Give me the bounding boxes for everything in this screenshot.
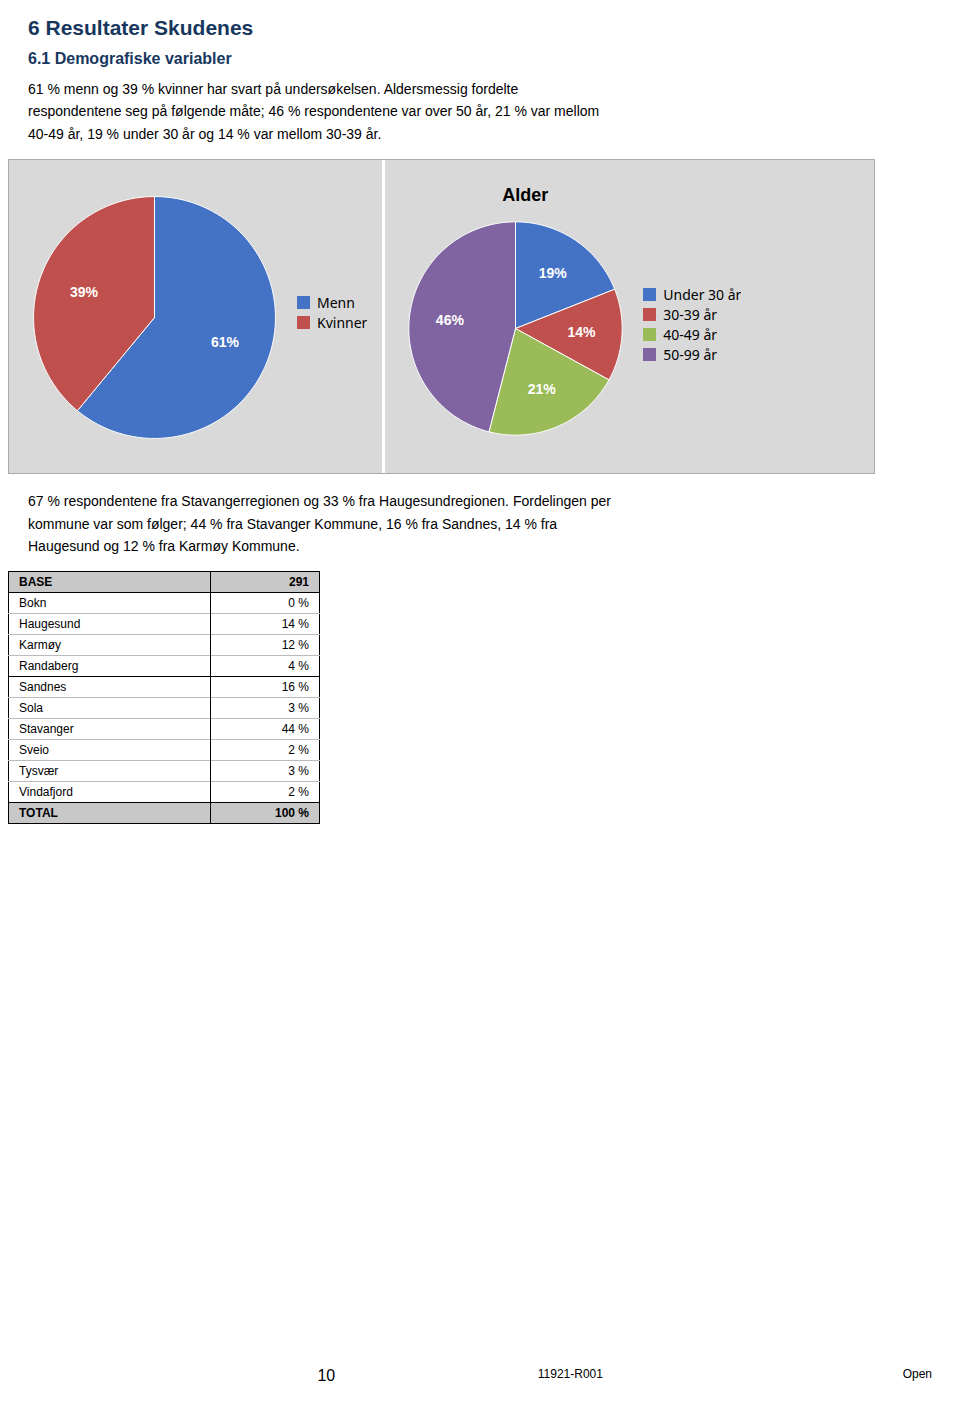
html-text:Vindafjord: Vindafjord — [19, 785, 73, 800]
html-text:Randaberg: Randaberg — [19, 659, 79, 674]
html-text:6.1 Demografiske variabler: 6.1 Demografiske variabler — [28, 50, 232, 67]
html-text:14 %: 14 % — [281, 617, 309, 632]
html-text:61 % menn og 39 % kvinner har: 61 % menn og 39 % kvinner har svart på u… — [28, 81, 600, 142]
svg-text:39%: 39% — [70, 283, 99, 299]
html-text:6 Resultater Skudenes: 6 Resultater Skudenes — [28, 16, 254, 39]
html-text:Kvinner: Kvinner — [317, 313, 368, 333]
html-text:44 %: 44 % — [281, 722, 309, 737]
html-text:Alder: Alder — [502, 185, 549, 206]
html-text:3 %: 3 % — [288, 701, 309, 716]
html-text:Sveio: Sveio — [19, 743, 49, 758]
html-text:Haugesund: Haugesund — [19, 617, 81, 632]
html-text:291: 291 — [289, 575, 309, 590]
html-text:12 %: 12 % — [281, 638, 309, 653]
html-text:Sandnes: Sandnes — [19, 680, 67, 695]
html-text:67 % respondentene fra Stavang: 67 % respondentene fra Stavangerregionen… — [28, 493, 611, 554]
html-text:40-49 år: 40-49 år — [663, 324, 718, 344]
svg-text:21%: 21% — [528, 381, 557, 397]
svg-text:61%: 61% — [211, 334, 240, 350]
html-text:Tysvær: Tysvær — [19, 764, 59, 779]
html-text:Menn: Menn — [317, 293, 355, 313]
html-text:4 %: 4 % — [288, 659, 309, 674]
html-text:BASE: BASE — [19, 575, 53, 590]
html-text:2 %: 2 % — [288, 743, 309, 758]
html-text:100 %: 100 % — [275, 806, 309, 821]
svg-text:46%: 46% — [436, 312, 465, 328]
html-text:Sola: Sola — [19, 701, 43, 716]
svg-text:14%: 14% — [568, 324, 597, 340]
svg-text:19%: 19% — [539, 265, 568, 281]
html-text:Bokn: Bokn — [19, 596, 47, 611]
html-text:2 %: 2 % — [288, 785, 309, 800]
html-text:10: 10 — [317, 1367, 336, 1384]
html-text:16 %: 16 % — [281, 680, 309, 695]
html-text:3 %: 3 % — [288, 764, 309, 779]
html-text:Karmøy: Karmøy — [19, 638, 61, 653]
html-text:0 %: 0 % — [288, 596, 309, 611]
html-text:Stavanger: Stavanger — [19, 722, 74, 737]
html-text:Under 30 år: Under 30 år — [663, 284, 742, 304]
html-text:50-99 år: 50-99 år — [663, 344, 718, 364]
html-text:11921-R001: 11921-R001 — [537, 1367, 603, 1381]
html-text:TOTAL: TOTAL — [19, 806, 58, 821]
html-text:Open: Open — [902, 1367, 932, 1381]
html-text:30-39 år: 30-39 år — [663, 304, 718, 324]
